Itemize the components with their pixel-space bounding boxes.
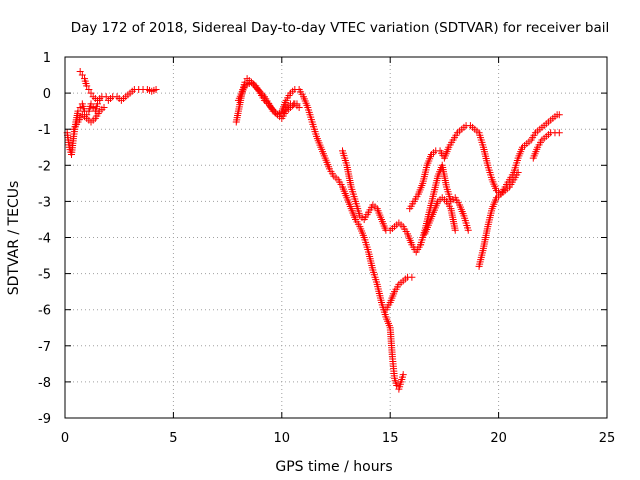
data-point <box>269 105 277 113</box>
y-tick-label: -3 <box>38 195 51 210</box>
data-point <box>87 100 95 108</box>
data-point <box>408 273 416 281</box>
y-axis-label: SDTVAR / TECUs <box>6 181 22 296</box>
y-tick-label: -5 <box>38 268 51 283</box>
y-tick-label: -4 <box>38 232 51 247</box>
data-point <box>514 169 522 177</box>
data-point <box>78 71 86 79</box>
y-tick-label: 1 <box>43 51 51 66</box>
data-point <box>257 89 265 97</box>
y-tick-label: -8 <box>38 376 51 391</box>
x-tick-label: 20 <box>490 431 507 446</box>
x-tick-label: 15 <box>382 431 399 446</box>
y-tick-label: -9 <box>38 412 51 427</box>
data-point <box>83 82 91 90</box>
data-point <box>270 107 278 115</box>
x-axis-label: GPS time / hours <box>275 459 392 475</box>
data-point <box>249 80 257 88</box>
data-point <box>464 226 472 234</box>
data-point <box>267 104 275 112</box>
data-point <box>100 104 108 112</box>
data-point <box>555 129 563 137</box>
x-tick-label: 25 <box>599 431 616 446</box>
data-point <box>252 84 260 92</box>
data-point <box>74 107 82 115</box>
data-point <box>76 104 84 112</box>
data-point <box>256 87 264 95</box>
data-point <box>76 67 84 75</box>
data-point <box>272 109 280 117</box>
data-point <box>247 78 255 86</box>
x-tick-label: 5 <box>169 431 177 446</box>
data-point <box>555 111 563 119</box>
data-point <box>451 226 459 234</box>
y-tick-label: 0 <box>43 87 51 102</box>
data-point <box>259 91 267 99</box>
chart-title: Day 172 of 2018, Sidereal Day-to-day VTE… <box>71 20 610 36</box>
grid <box>65 57 607 418</box>
data-point <box>393 382 401 390</box>
data-series <box>63 67 563 393</box>
y-tick-label: -6 <box>38 304 51 319</box>
data-point <box>152 85 160 93</box>
data-point <box>293 100 301 108</box>
data-point <box>87 89 95 97</box>
data-point <box>89 104 97 112</box>
y-tick-label: -1 <box>38 123 51 138</box>
data-point <box>85 85 93 93</box>
data-point <box>285 102 293 110</box>
data-point <box>254 85 262 93</box>
data-point <box>251 82 259 90</box>
y-tick-label: -2 <box>38 159 51 174</box>
x-tick-label: 10 <box>274 431 291 446</box>
x-tick-label: 0 <box>61 431 69 446</box>
data-point <box>295 104 303 112</box>
data-point <box>399 371 407 379</box>
y-tick-label: -7 <box>38 340 51 355</box>
data-point <box>102 93 110 101</box>
